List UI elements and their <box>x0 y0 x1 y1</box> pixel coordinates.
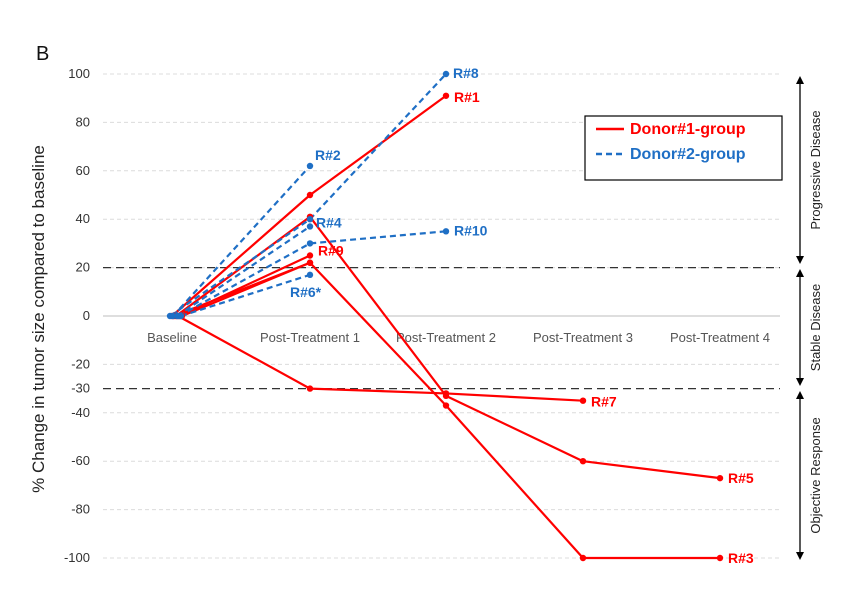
zone-label: Objective Response <box>808 417 823 533</box>
zone-arrow-head <box>796 256 804 264</box>
y-tick-label: -30 <box>71 381 90 396</box>
series-line <box>181 261 311 318</box>
y-tick-label: 100 <box>68 66 90 81</box>
data-point <box>306 240 314 247</box>
y-tick-label: -100 <box>64 550 90 565</box>
series-label: R#2 <box>315 147 341 163</box>
series-label: R#1 <box>454 89 480 105</box>
data-point <box>442 70 450 78</box>
x-category-label: Baseline <box>147 330 197 345</box>
x-category-label: Post-Treatment 3 <box>533 330 633 345</box>
series-line <box>179 254 311 317</box>
data-point <box>306 271 314 279</box>
data-point <box>177 312 185 320</box>
series-line <box>175 215 721 480</box>
data-point <box>306 252 314 259</box>
data-point <box>306 216 314 223</box>
legend: Donor#1-group Donor#2-group <box>584 115 783 181</box>
legend-box <box>584 115 783 181</box>
series-line <box>180 273 311 318</box>
legend-label: Donor#2-group <box>630 146 746 163</box>
series-label: R#10 <box>454 222 488 238</box>
y-tick-label: 60 <box>76 163 90 178</box>
x-category-label: Post-Treatment 4 <box>670 330 770 345</box>
x-category-labels: Baseline Post-Treatment 1 Post-Treatment 2… <box>147 330 770 345</box>
data-point <box>716 474 724 482</box>
zone-arrow-head <box>796 76 804 84</box>
series-label: R#6* <box>290 284 322 300</box>
data-point <box>306 223 314 230</box>
series-label: R#5 <box>728 470 754 486</box>
series-lines <box>169 73 721 560</box>
legend-label: Donor#1-group <box>630 121 746 138</box>
series-line <box>173 261 720 560</box>
zone-arrow-head <box>796 269 804 277</box>
data-point <box>442 228 450 235</box>
x-category-label: Post-Treatment 1 <box>260 330 360 345</box>
y-tick-label: 80 <box>76 114 90 129</box>
data-point <box>442 92 450 99</box>
y-tick-label: 20 <box>76 260 90 275</box>
y-axis-label: % Change in tumor size compared to basel… <box>29 145 48 493</box>
data-point <box>306 191 314 199</box>
panel-label: B <box>36 43 49 65</box>
x-category-label: Post-Treatment 2 <box>396 330 496 345</box>
zone-arrow-head <box>796 391 804 399</box>
zone-arrow-head <box>796 378 804 386</box>
data-point <box>306 162 314 170</box>
series-label: R#4 <box>316 214 342 230</box>
threshold-lines <box>103 266 780 390</box>
y-tick-label: -60 <box>71 453 90 468</box>
series-label: R#3 <box>728 550 754 566</box>
data-point <box>442 402 450 409</box>
data-point <box>306 385 314 392</box>
data-point <box>579 458 587 465</box>
series-line <box>176 225 311 317</box>
y-tick-label: 0 <box>83 308 90 323</box>
data-point <box>716 554 724 562</box>
series-line <box>178 230 447 317</box>
series-label: R#8 <box>453 65 479 81</box>
zone-arrow-head <box>796 552 804 560</box>
data-point <box>442 390 450 397</box>
series-labels: R#1 R#3 R#5 R#7 R#9 R#8 R#2 R#4 R#10 R#6* <box>290 65 754 566</box>
zone-label: Stable Disease <box>808 284 823 371</box>
series-line <box>177 315 584 402</box>
y-tick-label: 40 <box>76 211 90 226</box>
zone-label: Progressive Disease <box>808 110 823 229</box>
series-label: R#9 <box>318 243 344 259</box>
series-label: R#7 <box>591 394 617 410</box>
y-tick-labels: 100 80 60 40 20 0 -20 -30 -40 -60 -80 -100 <box>64 66 90 565</box>
series-line <box>172 165 311 317</box>
data-point <box>306 259 314 266</box>
data-point <box>579 397 587 404</box>
response-zones: Progressive Disease Stable Disease Objecti… <box>796 76 823 560</box>
y-tick-label: -20 <box>71 356 90 371</box>
data-point <box>579 554 587 562</box>
y-tick-label: -80 <box>71 502 90 517</box>
y-tick-label: -40 <box>71 405 90 420</box>
series-points <box>166 70 724 562</box>
